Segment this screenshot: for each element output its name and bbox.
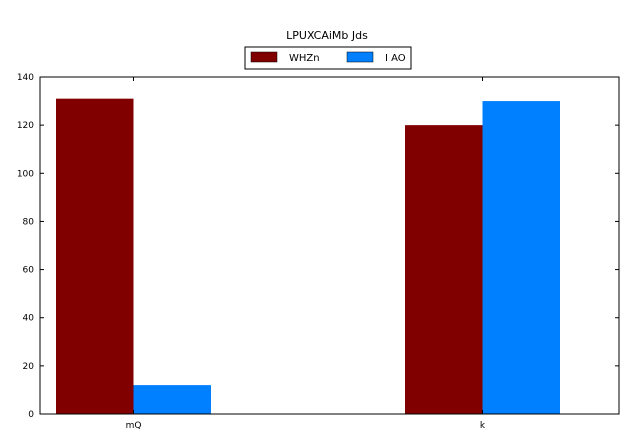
x-tick-label-mq: mQ — [126, 421, 142, 431]
bar-whzn-mq — [56, 98, 134, 415]
y-tick-label-40: 40 — [23, 314, 35, 324]
plot-frame — [39, 76, 620, 415]
bars — [56, 98, 560, 415]
y-tick-label-120: 120 — [17, 121, 34, 131]
legend-label-iao: I AO — [385, 53, 406, 64]
y-tick-label-80: 80 — [23, 217, 35, 227]
x-axis-ticks: mQ k — [126, 77, 486, 431]
legend-swatch-whzn — [250, 51, 278, 63]
y-tick-label-60: 60 — [23, 266, 35, 276]
bar-i-ao-k — [482, 101, 560, 415]
legend-label-whzn: WHZn — [289, 53, 320, 64]
y-tick-label-20: 20 — [23, 362, 35, 372]
legend-swatch-iao — [346, 51, 374, 63]
chart-title: LPUXCAiMb Jds — [286, 29, 368, 42]
legend: WHZn I AO — [244, 46, 412, 70]
bar-whzn-k — [405, 125, 483, 415]
y-axis-ticks: 0 20 40 60 80 100 120 140 — [17, 73, 619, 420]
y-tick-label-100: 100 — [17, 169, 34, 179]
bar-i-ao-mq — [133, 385, 211, 414]
x-tick-label-k: k — [480, 421, 486, 431]
y-tick-label-140: 140 — [17, 73, 34, 83]
y-tick-label-0: 0 — [28, 410, 34, 420]
